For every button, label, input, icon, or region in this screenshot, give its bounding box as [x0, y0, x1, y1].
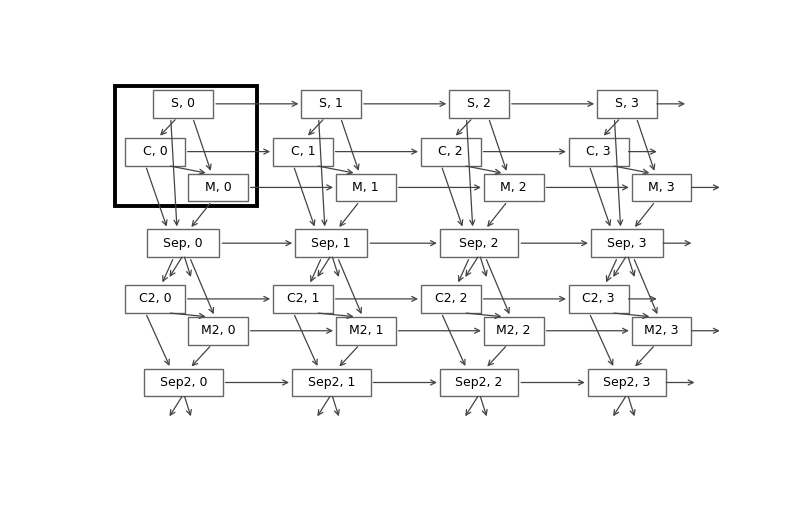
Text: Sep, 0: Sep, 0	[163, 237, 203, 250]
Text: M, 2: M, 2	[500, 181, 526, 194]
Text: S, 3: S, 3	[614, 97, 638, 110]
Bar	[153, 90, 213, 118]
Text: M, 1: M, 1	[352, 181, 379, 194]
Bar	[420, 138, 480, 165]
Bar	[448, 90, 508, 118]
Text: C2, 0: C2, 0	[139, 293, 171, 306]
Bar	[568, 138, 628, 165]
Bar	[590, 229, 663, 257]
Bar	[125, 138, 185, 165]
Text: M, 0: M, 0	[204, 181, 231, 194]
Text: C, 3: C, 3	[586, 145, 610, 158]
Text: C2, 1: C2, 1	[286, 293, 319, 306]
Text: Sep, 2: Sep, 2	[459, 237, 498, 250]
Text: Sep, 1: Sep, 1	[311, 237, 350, 250]
Bar	[144, 369, 222, 397]
Bar	[147, 229, 219, 257]
Bar	[272, 138, 333, 165]
Text: C2, 2: C2, 2	[434, 293, 466, 306]
Bar	[336, 317, 395, 345]
Text: S, 2: S, 2	[466, 97, 491, 110]
Text: M2, 3: M2, 3	[644, 324, 678, 337]
Text: S, 0: S, 0	[171, 97, 195, 110]
Bar	[272, 285, 333, 313]
Bar	[596, 90, 656, 118]
Bar	[125, 285, 185, 313]
Bar	[440, 229, 517, 257]
Text: S, 1: S, 1	[319, 97, 343, 110]
Text: M, 3: M, 3	[647, 181, 674, 194]
Bar	[188, 174, 247, 202]
Text: Sep2, 1: Sep2, 1	[307, 376, 354, 389]
Bar	[631, 174, 691, 202]
Text: C, 0: C, 0	[143, 145, 167, 158]
Text: Sep2, 0: Sep2, 0	[160, 376, 207, 389]
Text: M2, 1: M2, 1	[348, 324, 383, 337]
Text: Sep, 3: Sep, 3	[607, 237, 646, 250]
Text: Sep2, 3: Sep2, 3	[603, 376, 650, 389]
Text: C, 1: C, 1	[290, 145, 315, 158]
Text: M2, 0: M2, 0	[200, 324, 235, 337]
Bar	[336, 174, 395, 202]
Text: C2, 3: C2, 3	[581, 293, 614, 306]
Bar	[188, 317, 247, 345]
Text: C, 2: C, 2	[438, 145, 462, 158]
Bar	[115, 86, 256, 206]
Bar	[291, 369, 370, 397]
Bar	[483, 317, 543, 345]
Bar	[587, 369, 666, 397]
Bar	[483, 174, 543, 202]
Bar	[568, 285, 628, 313]
Bar	[631, 317, 691, 345]
Text: M2, 2: M2, 2	[496, 324, 530, 337]
Text: Sep2, 2: Sep2, 2	[455, 376, 502, 389]
Bar	[440, 369, 517, 397]
Bar	[294, 229, 367, 257]
Bar	[301, 90, 361, 118]
Bar	[420, 285, 480, 313]
